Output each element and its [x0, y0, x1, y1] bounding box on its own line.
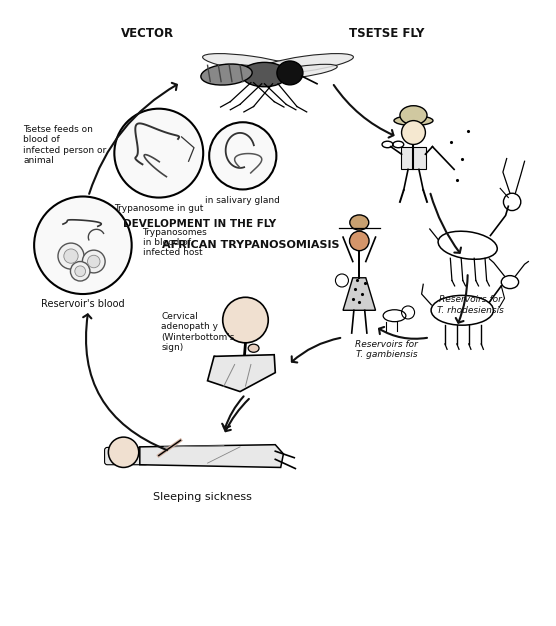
Text: DEVELOPMENT IN THE FLY: DEVELOPMENT IN THE FLY	[123, 219, 276, 229]
FancyBboxPatch shape	[105, 448, 148, 464]
Ellipse shape	[241, 63, 287, 87]
Polygon shape	[207, 355, 275, 392]
Text: Sleeping sickness: Sleeping sickness	[153, 492, 251, 502]
Circle shape	[108, 437, 139, 468]
Text: Trypanosomes
in blood of
infected host: Trypanosomes in blood of infected host	[142, 228, 207, 257]
Circle shape	[115, 109, 203, 198]
Polygon shape	[343, 278, 375, 310]
Text: in salivary gland: in salivary gland	[205, 196, 280, 205]
Circle shape	[34, 197, 132, 294]
Circle shape	[71, 262, 90, 281]
Text: TSETSE FLY: TSETSE FLY	[349, 28, 424, 41]
Text: Cervical
adenopath y
(Winterbottom's
sign): Cervical adenopath y (Winterbottom's sig…	[161, 312, 235, 352]
Ellipse shape	[202, 54, 299, 74]
Text: Trypanosome in gut: Trypanosome in gut	[114, 204, 203, 213]
Circle shape	[209, 122, 276, 190]
Text: Tsetse feeds on
blood of
infected person or
animal: Tsetse feeds on blood of infected person…	[23, 125, 107, 165]
Ellipse shape	[262, 64, 337, 80]
Ellipse shape	[248, 344, 259, 352]
Ellipse shape	[257, 54, 354, 74]
Ellipse shape	[219, 64, 294, 80]
Ellipse shape	[394, 116, 433, 125]
Text: Reservoir's blood: Reservoir's blood	[41, 299, 125, 309]
Text: VECTOR: VECTOR	[121, 28, 175, 41]
Circle shape	[87, 255, 100, 268]
Circle shape	[350, 231, 369, 250]
Circle shape	[82, 250, 105, 273]
Text: Reservoirs for
T. rhodesiensis: Reservoirs for T. rhodesiensis	[437, 295, 504, 314]
Ellipse shape	[277, 61, 303, 85]
FancyBboxPatch shape	[401, 147, 426, 169]
Text: Reservoirs for
T. gambiensis: Reservoirs for T. gambiensis	[355, 340, 418, 359]
Circle shape	[75, 266, 86, 277]
Text: AFRICAN TRYPANOSOMIASIS: AFRICAN TRYPANOSOMIASIS	[162, 240, 340, 250]
Ellipse shape	[201, 64, 252, 85]
Circle shape	[64, 249, 78, 264]
Ellipse shape	[350, 215, 369, 230]
Circle shape	[401, 121, 425, 145]
Circle shape	[223, 297, 268, 343]
Ellipse shape	[400, 106, 427, 125]
Polygon shape	[140, 444, 284, 468]
Circle shape	[58, 243, 84, 269]
